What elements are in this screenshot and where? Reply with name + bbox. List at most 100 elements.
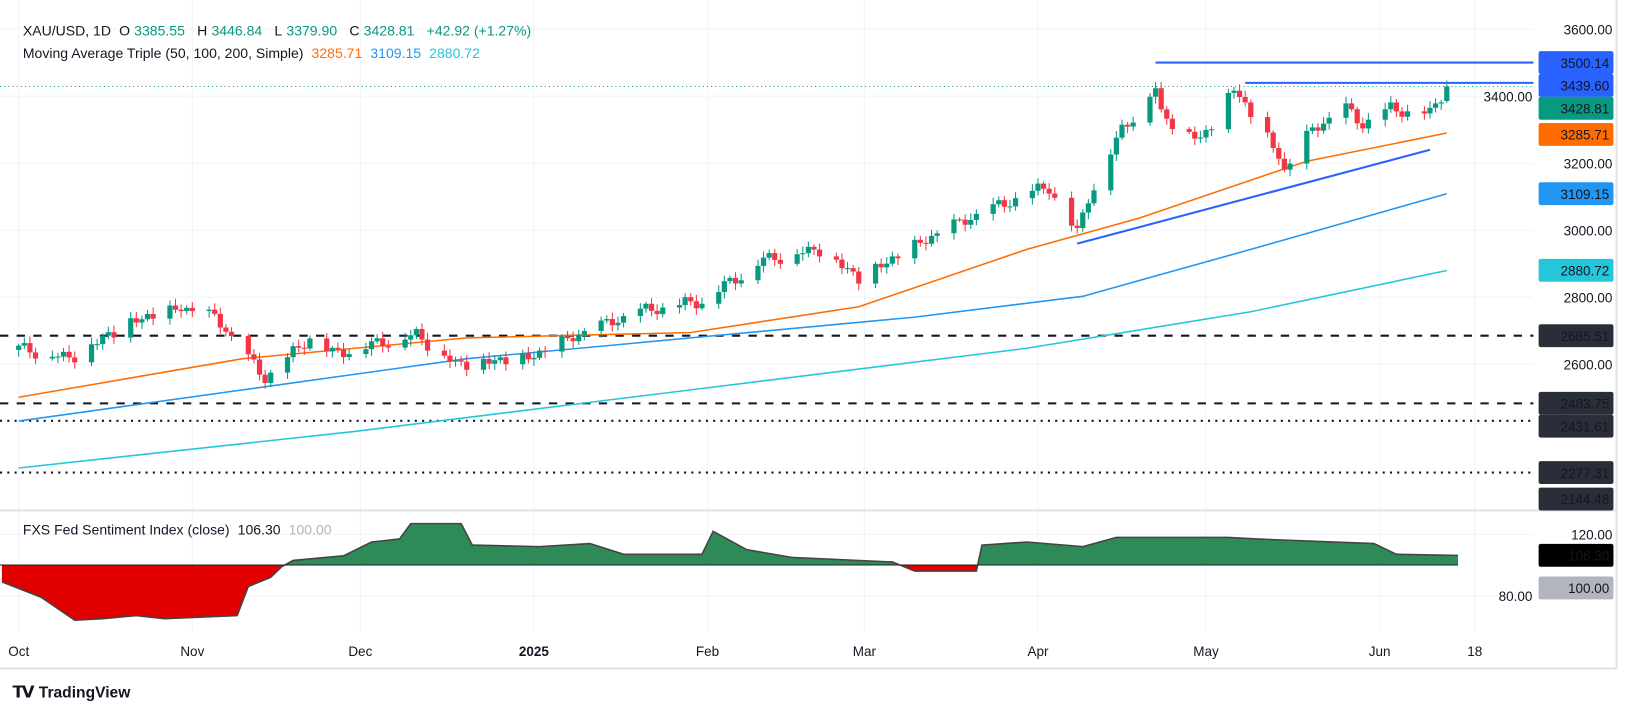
candle-body [1427,107,1433,114]
candle-body [1242,96,1248,103]
candle-body [363,349,369,355]
candle-body [581,330,587,335]
candle-body [1085,203,1091,213]
candle-body [223,327,229,332]
price-label-box [1538,123,1614,146]
sub-y-tick-label: 120.00 [1571,528,1612,543]
price-label-box [1538,258,1614,282]
candle-body [811,246,817,250]
sentiment-title: FXS Fed Sentiment Index (close) [22,521,230,538]
candle-body [1052,193,1058,198]
candle-body [419,329,425,340]
candle-body [637,308,643,316]
candle-body [1393,102,1399,112]
ohlc-legend: XAU/USD, 1D O 3385.55 H 3446.84 L 3379.90 C… [23,23,535,39]
candle-body [615,322,621,326]
candle-body [385,346,391,348]
ma-title: Moving Average Triple (50, 100, 200, Sim… [22,45,304,62]
candle-body [1203,129,1209,138]
candle-body [844,268,851,270]
candle-body [1304,130,1310,164]
candle-body [1192,131,1198,139]
candle-body [1399,111,1405,117]
candle-body [184,307,190,312]
x-tick-label: Dec [348,644,372,659]
candle-body [486,358,492,364]
price-label-box [1538,324,1614,348]
x-tick-label: Feb [696,644,719,659]
candle-body [1029,190,1035,199]
sentiment-legend[interactable]: FXS Fed Sentiment Index (close) 106.30 1… [23,522,336,538]
candle-body [72,357,78,363]
y-tick-label: 3000.00 [1564,223,1613,238]
price-label-box [1538,414,1614,438]
ma-line-sma200 [18,269,1447,469]
candle-body [340,349,347,358]
candle-body [256,359,263,375]
x-tick-label: 2025 [519,644,550,659]
candle-body [441,350,447,356]
candle-body [1091,190,1097,204]
y-tick-label: 2800.00 [1564,291,1613,306]
candle-body [1309,127,1315,131]
tradingview-logo[interactable]: 𝗧𝗩 TradingView [12,682,130,703]
candle-body [1382,109,1388,120]
candle-body [872,263,879,284]
candle-body [329,347,335,352]
candle-body [346,354,352,358]
price-label-box [1538,182,1614,206]
candle-body [1365,119,1371,129]
candle-body [1164,109,1170,119]
candle-body [413,329,419,336]
candle-body [307,338,313,349]
candle-body [262,374,268,383]
candle-body [1421,111,1427,114]
candle-body [464,361,470,370]
candle-body [973,213,979,220]
candle-body [452,360,459,362]
candle-body [1068,197,1075,226]
candle-body [727,277,733,282]
candle-body [1248,102,1254,118]
candle-body [1354,109,1360,124]
sentiment-area-positive [1,523,1458,566]
x-tick-label: Oct [8,644,29,659]
sub-y-tick-label: 80.00 [1499,589,1533,604]
candle-body [1348,103,1355,110]
ma-legend[interactable]: Moving Average Triple (50, 100, 200, Sim… [23,46,484,62]
candle-body [520,353,526,365]
price-label-box [1538,51,1614,75]
logo-text: TradingView [38,683,131,702]
candle-body [105,332,111,336]
candle-body [676,305,683,308]
candle-body [139,319,145,323]
candle-body [1007,206,1013,208]
high-value: H 3446.84 [197,22,263,39]
candle-body [497,357,503,361]
candle-body [1270,132,1276,149]
price-label-2144.48: 2144.48 [1560,492,1609,507]
price-label-box [1538,487,1614,511]
candle-body [1130,122,1136,127]
candle-body [1404,111,1411,117]
candle-body [654,310,660,315]
candle-body [458,360,464,362]
x-tick-label: Mar [853,644,877,659]
sentiment-baseline: 100.00 [288,521,332,538]
candle-body [1113,137,1119,155]
candle-body [693,301,699,309]
candle-body [16,345,22,350]
price-label-box [1538,74,1614,97]
candle-body [21,343,27,346]
candle-body [889,256,895,264]
candle-body [721,281,727,293]
ma-line-sma50 [18,132,1447,399]
sentiment-value: 106.30 [237,521,281,538]
candle-body [1035,183,1041,191]
sentiment-value-label: 106.30 [1568,549,1609,564]
price-label-2483.75: 2483.75 [1560,397,1609,412]
candle-body [1169,118,1175,130]
candle-body [1432,103,1439,108]
candle-body [912,239,918,259]
